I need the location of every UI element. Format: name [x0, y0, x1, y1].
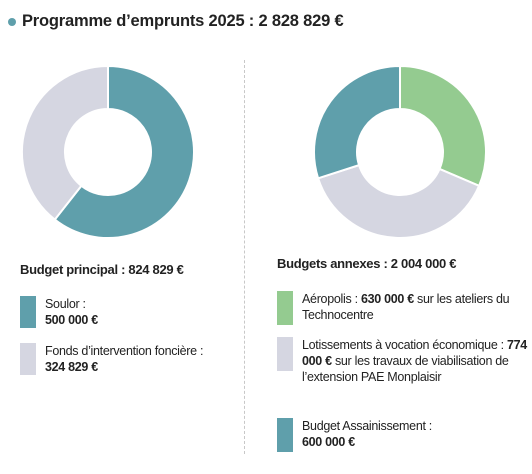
- legend-text: Lotissements à vocation économique : 774…: [302, 337, 532, 385]
- budget-principal-title: Budget principal : 824 829 €: [20, 262, 184, 277]
- legend-swatch: [277, 291, 293, 325]
- legend-label: Fonds d’intervention foncière :: [45, 344, 204, 358]
- legend-amount: 600 000 €: [302, 435, 355, 449]
- donut-chart-budgets-annexes: [313, 64, 487, 239]
- donut-chart-budget-principal: [21, 64, 195, 239]
- budgets-annexes-title: Budgets annexes : 2 004 000 €: [277, 256, 457, 271]
- legend-text: Budget Assainissement : 600 000 €: [302, 418, 527, 450]
- legend-swatch: [20, 296, 36, 328]
- column-divider: [244, 60, 245, 454]
- legend-item-fonds-intervention-fonciere: Fonds d’intervention foncière : 324 829 …: [20, 343, 245, 375]
- legend-swatch: [277, 418, 293, 452]
- legend-description: sur les ateliers du Technocentre: [302, 292, 510, 322]
- page-title-text: Programme d’emprunts 2025 : 2 828 829 €: [22, 12, 344, 30]
- legend-label: Lotissements à vocation économique :: [302, 338, 507, 352]
- legend-item-aeropolis: Aéropolis : 630 000 € sur les ateliers d…: [277, 291, 527, 325]
- legend-text: Fonds d’intervention foncière : 324 829 …: [45, 343, 245, 375]
- budgets-annexes-slice-1: [399, 64, 487, 188]
- legend-amount: 630 000 €: [360, 292, 414, 306]
- legend-item-soulor: Soulor : 500 000 €: [20, 296, 245, 328]
- legend-text: Aéropolis : 630 000 € sur les ateliers d…: [302, 291, 527, 323]
- legend-amount: 774 000 €: [302, 338, 527, 368]
- legend-item-lotissements: Lotissements à vocation économique : 774…: [277, 337, 532, 385]
- budgets-annexes-slice-2: [316, 163, 481, 239]
- legend-amount: 324 829 €: [45, 360, 98, 374]
- budgets-annexes-slice-3: [313, 64, 401, 180]
- budget-principal-slice-1: [53, 64, 195, 239]
- budget-principal-slice-2: [21, 64, 109, 221]
- page-title: Programme d’emprunts 2025 : 2 828 829 €: [8, 12, 344, 31]
- legend-label: Budget Assainissement :: [302, 419, 432, 433]
- legend-swatch: [20, 343, 36, 375]
- legend-item-budget-assainissement: Budget Assainissement : 600 000 €: [277, 418, 527, 452]
- legend-swatch: [277, 337, 293, 371]
- legend-amount: 500 000 €: [45, 313, 98, 327]
- bullet-dot-icon: [8, 17, 16, 26]
- legend-text: Soulor : 500 000 €: [45, 296, 245, 328]
- legend-label: Soulor :: [45, 297, 86, 311]
- legend-label: Aéropolis :: [302, 292, 361, 306]
- legend-description: sur les travaux de viabilisation de l’ex…: [302, 354, 509, 384]
